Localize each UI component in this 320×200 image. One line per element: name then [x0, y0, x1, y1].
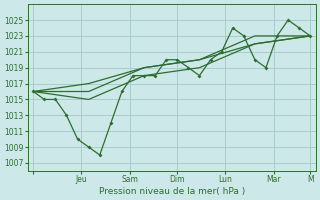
- X-axis label: Pression niveau de la mer( hPa ): Pression niveau de la mer( hPa ): [99, 187, 245, 196]
